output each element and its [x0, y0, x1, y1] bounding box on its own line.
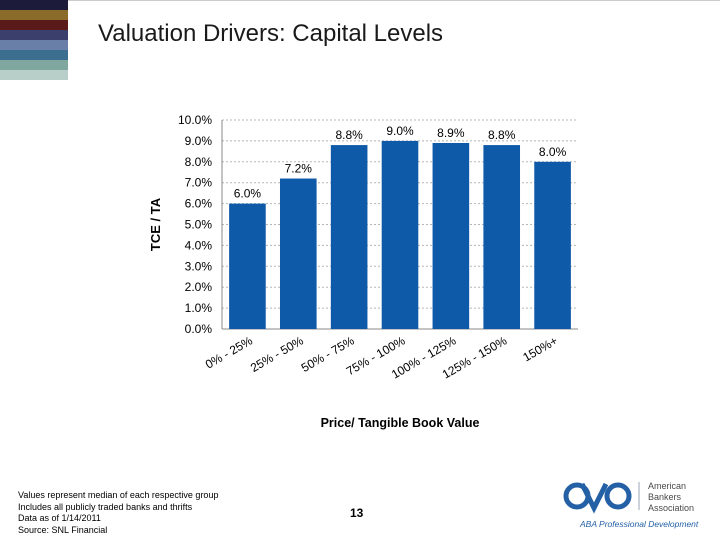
x-tick-label: 150%+ [520, 333, 560, 364]
y-tick-label: 5.0% [185, 218, 213, 232]
footnotes: Values represent median of each respecti… [18, 490, 218, 536]
bar [381, 140, 419, 329]
bar [432, 142, 470, 329]
bar [483, 145, 521, 329]
decorative-stripes [0, 0, 68, 90]
slide-title: Valuation Drivers: Capital Levels [98, 20, 444, 47]
logo-tagline: ABA Professional Development [579, 519, 699, 529]
data-label: 9.0% [386, 124, 414, 138]
y-tick-label: 6.0% [185, 197, 213, 211]
data-label: 8.0% [539, 145, 567, 159]
aba-logo-mark [563, 482, 640, 514]
page-number: 13 [350, 506, 364, 520]
bar [279, 178, 317, 329]
logo-line-1: American [648, 481, 686, 491]
stripe-2 [0, 20, 68, 30]
x-tick-label: 25% - 50% [248, 333, 306, 375]
data-label: 8.8% [335, 128, 363, 142]
stripe-7 [0, 70, 68, 80]
footnote-line: Source: SNL Financial [18, 524, 108, 535]
y-tick-label: 0.0% [185, 322, 213, 336]
y-axis-title: TCE / TA [148, 197, 163, 251]
logo-line-3: Association [648, 503, 694, 513]
y-tick-label: 3.0% [185, 259, 213, 273]
y-tick-label: 1.0% [185, 301, 213, 315]
x-tick-label: 0% - 25% [203, 333, 255, 371]
aba-logo: American Bankers Association ABA Profess… [563, 481, 699, 529]
y-tick-label: 8.0% [185, 155, 213, 169]
stripe-4 [0, 40, 68, 50]
data-label: 7.2% [285, 162, 313, 176]
title-rule [68, 0, 720, 1]
y-tick-label: 7.0% [185, 176, 213, 190]
data-label: 6.0% [234, 187, 262, 201]
footnote-line: Data as of 1/14/2011 [18, 513, 101, 523]
logo-line-2: Bankers [648, 492, 682, 502]
stripe-5 [0, 50, 68, 60]
stripe-1 [0, 10, 68, 20]
footnote-line: Values represent median of each respecti… [18, 490, 219, 500]
stripe-0 [0, 0, 68, 10]
x-axis-title: Price/ Tangible Book Value [321, 416, 480, 430]
stripe-6 [0, 60, 68, 70]
stripe-3 [0, 30, 68, 40]
bar [534, 161, 571, 329]
bar [330, 145, 368, 329]
data-label: 8.8% [488, 128, 516, 142]
bar [229, 203, 266, 329]
y-tick-label: 2.0% [185, 280, 213, 294]
y-tick-label: 10.0% [178, 113, 212, 127]
y-tick-label: 9.0% [185, 134, 213, 148]
footnote-line: Includes all publicly traded banks and t… [18, 501, 193, 512]
y-tick-label: 4.0% [185, 238, 213, 252]
data-label: 8.9% [437, 126, 465, 140]
